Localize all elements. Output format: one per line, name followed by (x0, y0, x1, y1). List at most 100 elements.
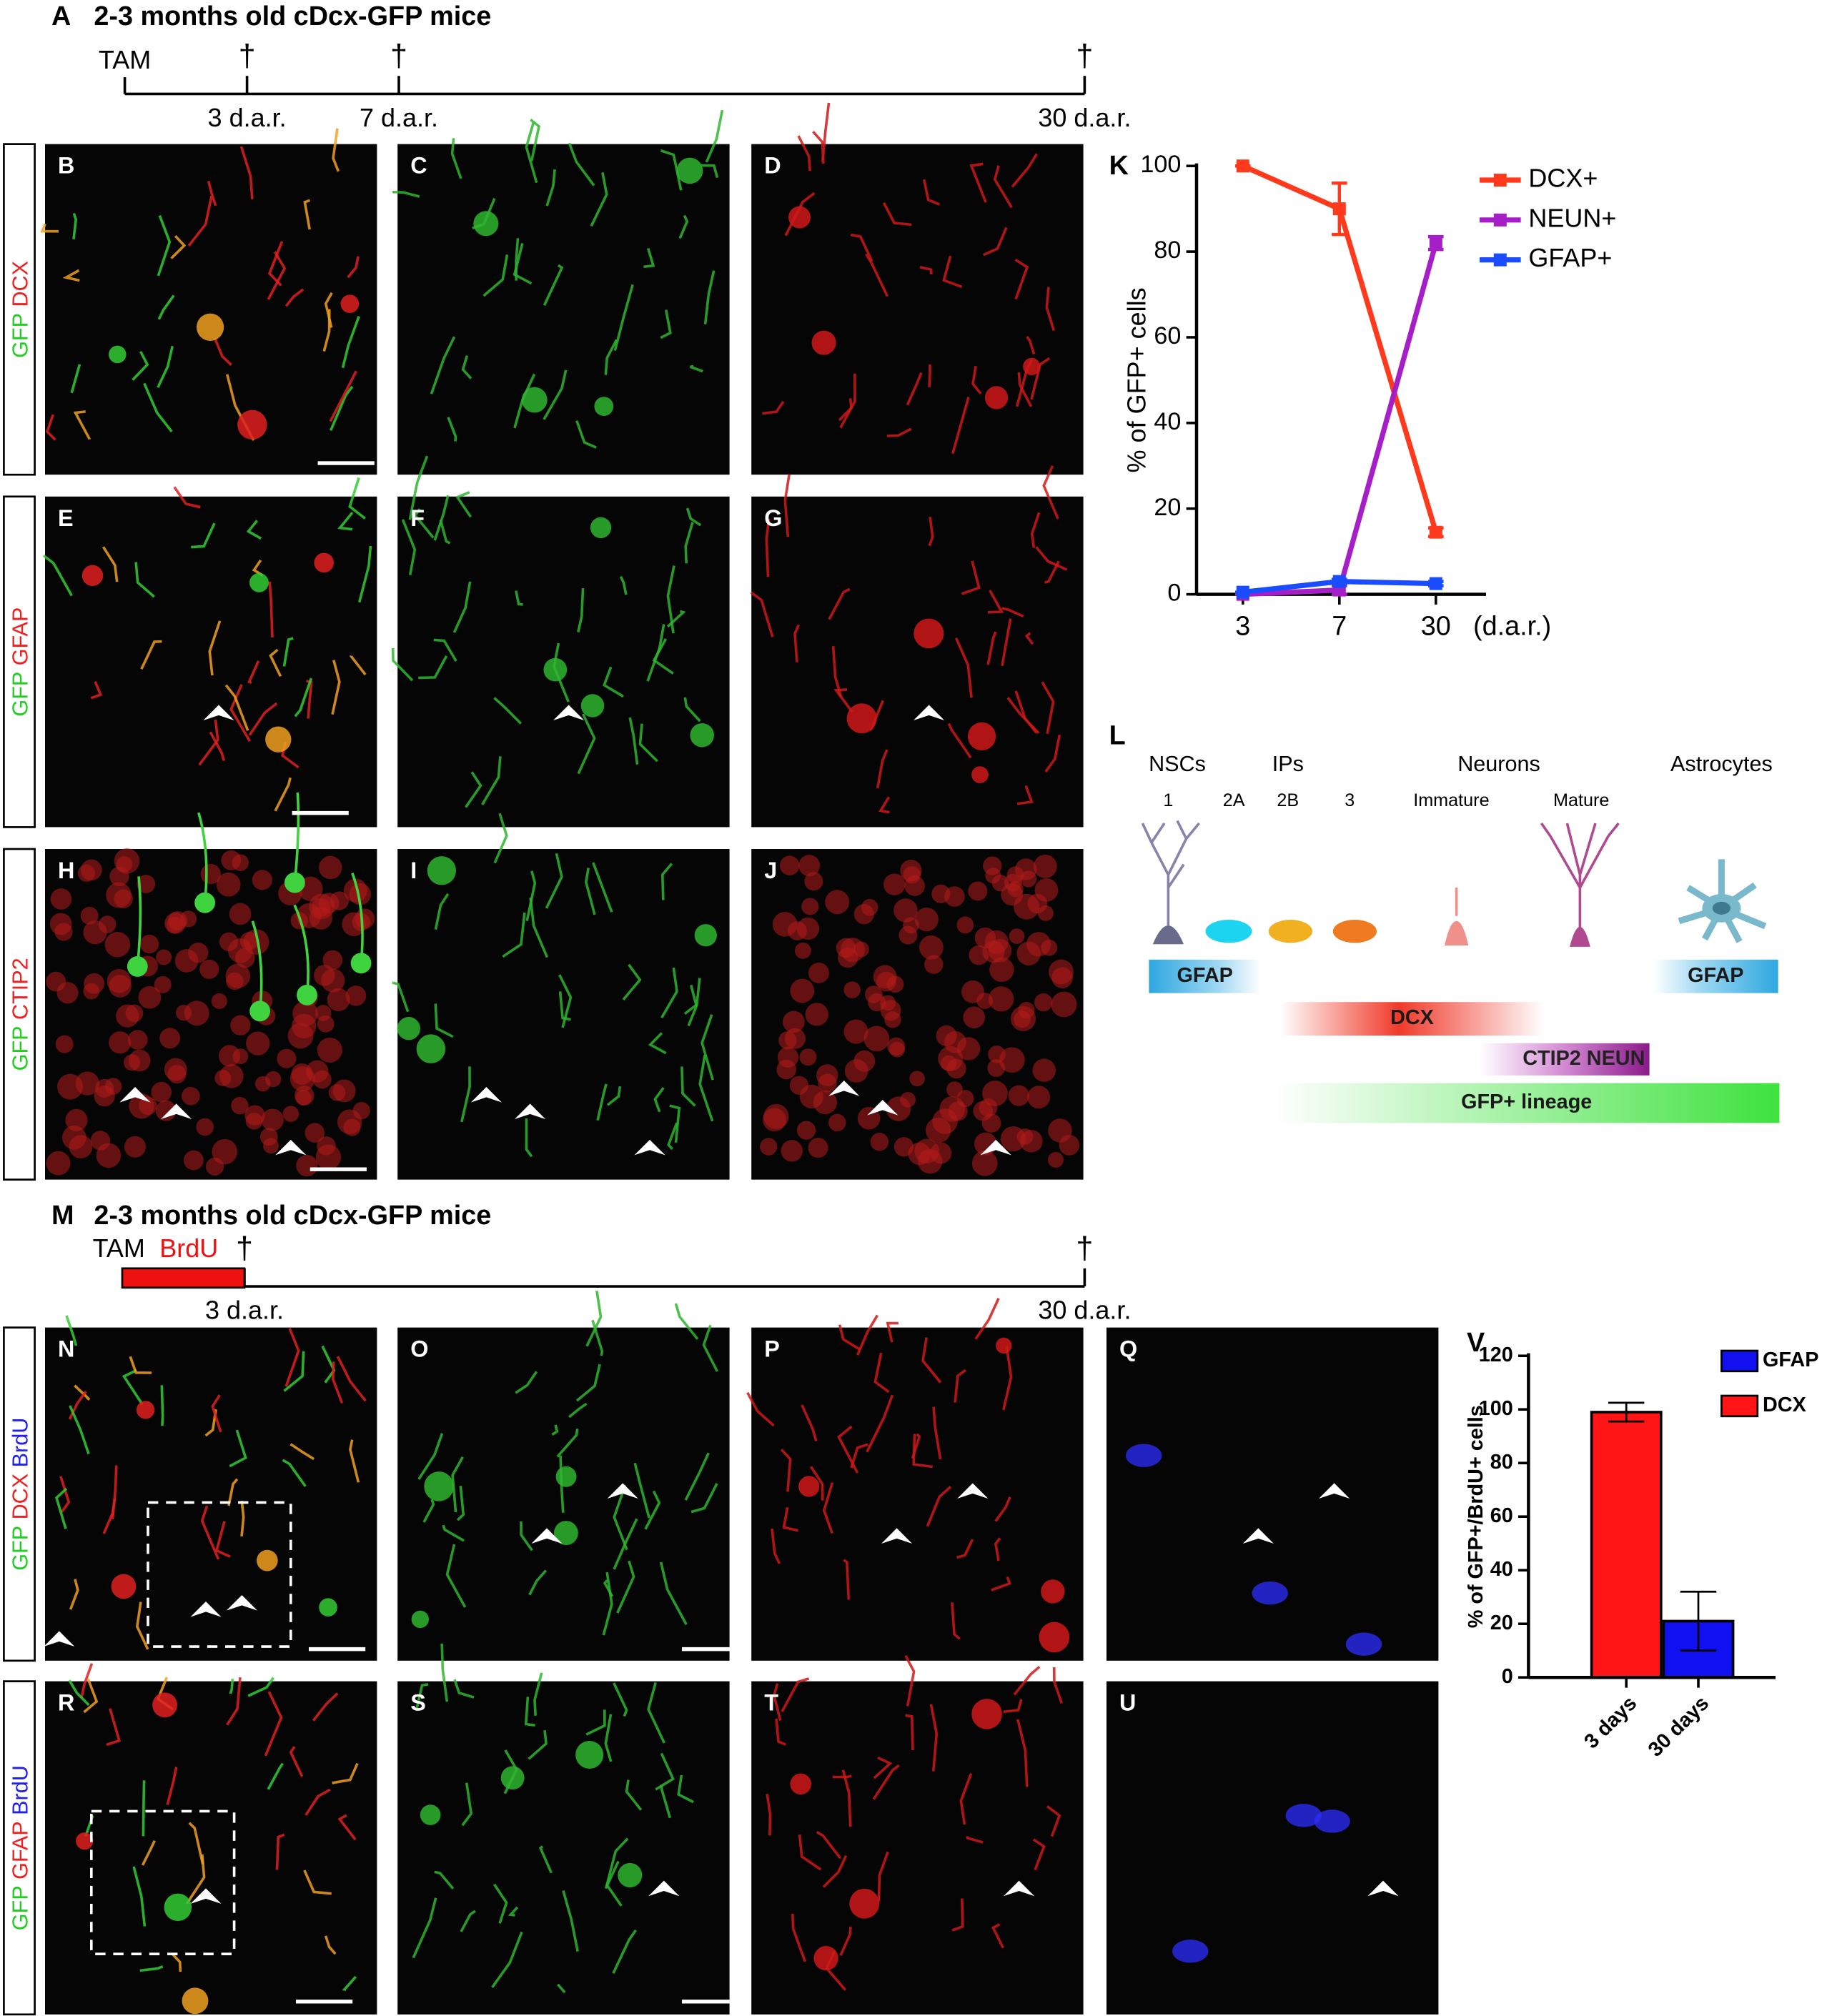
nucleus (124, 1136, 147, 1158)
fiber (991, 1576, 1011, 1592)
y-axis-label: % of GFP+/BrdU+ cells (1465, 1405, 1487, 1628)
fiber (878, 796, 891, 814)
panel-letter: K (1109, 151, 1129, 181)
nucleus (988, 1046, 1006, 1063)
fiber (1041, 681, 1055, 735)
nucleus (252, 870, 272, 890)
nucleus (80, 859, 102, 881)
nucleus (328, 1084, 346, 1101)
stain-box (3, 495, 36, 828)
micrograph (1106, 1681, 1439, 2015)
fiber (493, 813, 508, 864)
fiber (330, 385, 354, 432)
fiber (986, 631, 997, 665)
fiber (337, 512, 354, 531)
fiber (613, 1682, 628, 1717)
marker-bar (1280, 1002, 1544, 1036)
marker (1332, 202, 1346, 216)
fiber (951, 1602, 961, 1640)
x-axis-label: (d.a.r.) (1473, 611, 1551, 641)
fiber (350, 655, 367, 676)
fiber (80, 1663, 94, 1699)
fiber (1013, 1666, 1041, 1696)
fiber (213, 337, 232, 367)
nucleus (96, 1143, 122, 1168)
y-tick-label: 120 (1479, 1344, 1513, 1366)
stage-label: 2B (1277, 790, 1299, 810)
fiber (450, 138, 462, 179)
micrograph (392, 813, 730, 1180)
timeline-label: 30 d.a.r. (1038, 1296, 1131, 1325)
soma (256, 1549, 278, 1571)
nucleus (969, 945, 989, 965)
soma (594, 397, 614, 417)
timeline-start: TAM (93, 1233, 145, 1263)
nucleus (239, 932, 259, 950)
timeline-symbol: † (1076, 39, 1093, 73)
legend-swatch (1720, 1394, 1759, 1418)
soma (350, 953, 372, 974)
soma (914, 618, 944, 649)
soma (81, 565, 104, 587)
nucleus (345, 985, 367, 1006)
soma (297, 984, 317, 1005)
y-tick-label: 100 (1479, 1397, 1513, 1420)
fiber (993, 165, 1013, 209)
nucleus (1345, 1632, 1382, 1656)
nucleus (1285, 1804, 1322, 1827)
fiber (876, 749, 888, 789)
nucleus (98, 915, 117, 933)
fiber (886, 1321, 899, 1343)
nucleus (779, 855, 800, 875)
fiber (987, 590, 1004, 614)
fiber (72, 212, 78, 239)
panel-letter: S (410, 1690, 426, 1716)
nucleus (825, 890, 850, 915)
nucleus (898, 925, 918, 945)
fiber (543, 264, 564, 307)
fiber (956, 1539, 974, 1559)
nucleus (319, 855, 342, 880)
nucleus (759, 1138, 778, 1156)
fiber (680, 1066, 696, 1107)
series-line (1242, 242, 1439, 597)
nucleus (321, 968, 345, 993)
fiber (912, 1434, 933, 1469)
soma (521, 387, 548, 413)
nucleus (55, 1035, 74, 1053)
nucleus (214, 1070, 232, 1087)
nucleus (1032, 1058, 1056, 1082)
fiber (508, 1906, 519, 1917)
x-tick-label: 3 (1235, 611, 1250, 641)
nucleus (127, 1030, 148, 1050)
legend-marker (1493, 253, 1507, 267)
fiber (603, 666, 624, 698)
nucleus (205, 1157, 224, 1176)
fiber (247, 660, 260, 685)
fiber (577, 713, 596, 775)
fiber (660, 309, 672, 339)
fiber (491, 1931, 523, 1988)
fiber (603, 1579, 614, 1597)
fiber (1014, 258, 1029, 300)
nucleus (1049, 959, 1074, 985)
fiber (616, 1560, 635, 1614)
fiber (229, 684, 252, 742)
marker-label: GFAP (1177, 964, 1232, 987)
micrograph-bg (1106, 1327, 1439, 1661)
stain-name: GFAP (9, 1821, 33, 1880)
nucleus (1037, 905, 1054, 921)
fiber (866, 1394, 894, 1453)
fiber (493, 697, 523, 725)
fiber (873, 1756, 893, 1779)
soma (1023, 357, 1041, 375)
fiber (106, 1708, 121, 1747)
fiber (140, 640, 162, 670)
fiber (606, 1086, 622, 1106)
x-tick-label: 7 (1332, 611, 1347, 641)
nucleus (306, 1060, 329, 1083)
arrowhead (1004, 1880, 1035, 1897)
fiber (331, 660, 341, 715)
nucleus (893, 1137, 914, 1157)
